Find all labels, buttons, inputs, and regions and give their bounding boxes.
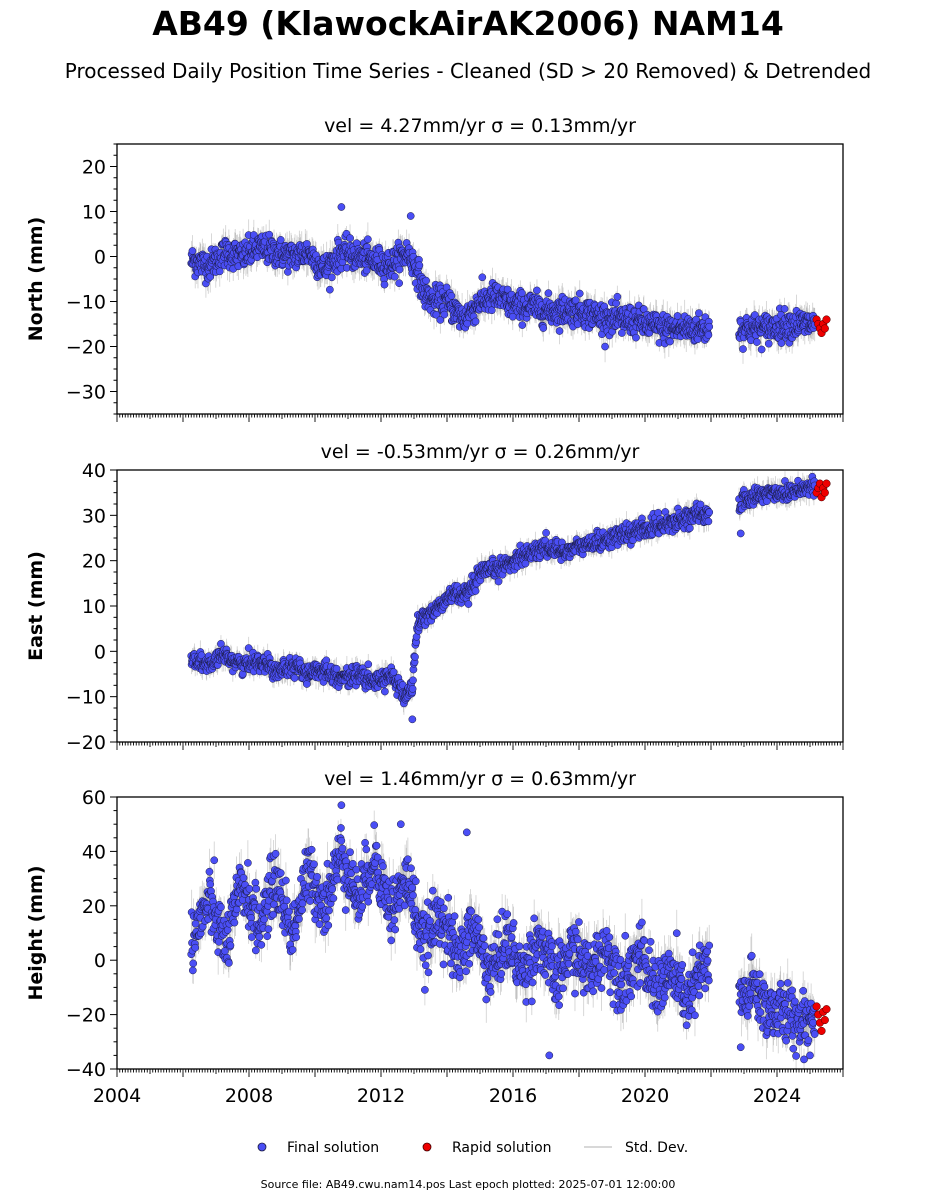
- rapid-point: [820, 324, 829, 333]
- final-point: [544, 289, 553, 298]
- final-point: [555, 327, 564, 335]
- final-point: [780, 305, 789, 313]
- y-tick-label: 10: [82, 202, 106, 224]
- final-point: [777, 339, 786, 347]
- plot-area: [187, 203, 831, 364]
- final-point: [440, 310, 449, 319]
- final-point: [362, 266, 371, 275]
- final-point: [753, 338, 761, 346]
- figure-title: AB49 (KlawockAirAK2006) NAM14: [152, 4, 784, 43]
- final-solution-points: [187, 203, 819, 354]
- final-point: [447, 291, 456, 300]
- final-point: [188, 247, 197, 255]
- final-point-outlier: [337, 203, 346, 211]
- final-point: [380, 280, 389, 289]
- final-point: [346, 234, 354, 242]
- stddev-bars: [190, 470, 816, 715]
- final-point: [539, 324, 548, 332]
- final-point: [695, 309, 703, 317]
- y-axis-label: East (mm): [25, 551, 47, 661]
- y-tick-label: 20: [82, 157, 106, 179]
- final-point: [284, 268, 292, 276]
- final-point: [518, 321, 527, 329]
- final-point: [666, 337, 674, 346]
- y-axis-label: North (mm): [25, 217, 47, 342]
- final-point: [395, 265, 404, 274]
- final-point: [276, 236, 285, 244]
- y-tick-label: −20: [66, 337, 106, 359]
- final-point: [390, 272, 399, 281]
- final-point: [575, 289, 584, 298]
- final-point: [764, 339, 773, 348]
- final-point: [632, 333, 640, 342]
- final-point: [757, 345, 766, 354]
- final-point: [705, 322, 714, 331]
- rapid-solution-points: [812, 315, 831, 338]
- final-point: [601, 342, 609, 351]
- final-point: [238, 670, 247, 678]
- final-point: [533, 286, 541, 295]
- final-point: [612, 299, 621, 308]
- final-point: [571, 296, 580, 305]
- final-solution-points: [187, 472, 819, 724]
- y-tick-label: 0: [94, 247, 106, 269]
- final-point: [436, 316, 445, 324]
- final-point: [395, 279, 403, 288]
- plot-area: [187, 470, 831, 724]
- final-point: [613, 292, 622, 301]
- final-point: [326, 285, 334, 294]
- final-point: [739, 345, 747, 353]
- y-tick-label: −10: [66, 292, 106, 314]
- y-tick-label: −30: [66, 382, 106, 404]
- final-point-outlier: [618, 329, 626, 337]
- final-point: [364, 235, 372, 244]
- final-point: [215, 267, 224, 276]
- final-point: [487, 306, 496, 315]
- final-point: [518, 289, 526, 298]
- panel-title: vel = -0.53mm/yr σ = 0.26mm/yr: [321, 441, 640, 463]
- final-point: [673, 312, 682, 320]
- final-point: [327, 273, 336, 282]
- final-point: [471, 317, 480, 326]
- final-point: [415, 261, 424, 270]
- final-point: [704, 331, 713, 339]
- figure-subtitle: Processed Daily Position Time Series - C…: [65, 59, 871, 83]
- final-point-outlier: [406, 212, 415, 220]
- final-point: [422, 276, 430, 285]
- final-point: [478, 273, 487, 282]
- rapid-point: [822, 315, 831, 324]
- panel-title: vel = 4.27mm/yr σ = 0.13mm/yr: [324, 115, 636, 137]
- final-point: [432, 310, 441, 319]
